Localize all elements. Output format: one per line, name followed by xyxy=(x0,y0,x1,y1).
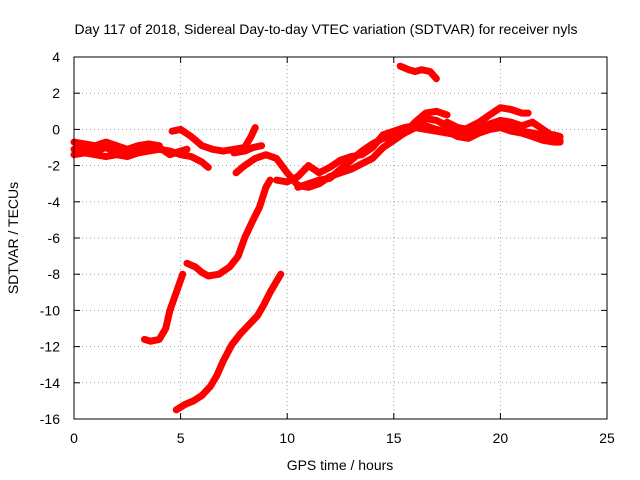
series-track-11 xyxy=(396,62,440,83)
y-axis-label: SDTVAR / TECUs xyxy=(5,182,21,294)
series-track-12 xyxy=(140,270,187,345)
series-track-10 xyxy=(443,118,564,141)
series-track-7 xyxy=(273,104,532,186)
y-tick-label: -8 xyxy=(48,266,61,282)
series-track-2 xyxy=(70,138,163,153)
series-track-14 xyxy=(172,270,285,414)
y-tick-label: -14 xyxy=(40,375,60,391)
series-track-13 xyxy=(183,176,274,280)
y-tick-label: -6 xyxy=(48,230,61,246)
y-tick-label: 0 xyxy=(52,121,60,137)
x-tick-label: 25 xyxy=(599,430,615,446)
x-tick-label: 5 xyxy=(177,430,185,446)
y-tick-label: -16 xyxy=(40,411,60,427)
x-tick-label: 10 xyxy=(279,430,295,446)
y-tick-label: -4 xyxy=(48,194,61,210)
x-tick-label: 20 xyxy=(493,430,509,446)
y-tick-label: -12 xyxy=(40,339,60,355)
x-tick-label: 15 xyxy=(386,430,402,446)
y-tick-label: 2 xyxy=(52,85,60,101)
series-track-5 xyxy=(230,142,266,157)
y-tick-label: -10 xyxy=(40,302,60,318)
series-track-4 xyxy=(168,124,259,155)
tick-layer xyxy=(73,56,608,420)
y-tick-label: -2 xyxy=(48,158,61,174)
series-track-3 xyxy=(70,145,212,171)
x-tick-label: 0 xyxy=(70,430,78,446)
series-track-9 xyxy=(401,122,564,146)
plot-frame xyxy=(73,56,608,420)
x-tick-labels: 0 5 10 15 20 25 xyxy=(70,430,615,446)
y-tick-labels: -16 -14 -12 -10 -8 -6 -4 -2 0 2 4 xyxy=(40,49,60,427)
data-series-layer xyxy=(70,62,564,414)
chart-title: Day 117 of 2018, Sidereal Day-to-day VTE… xyxy=(75,21,578,37)
x-axis-label: GPS time / hours xyxy=(287,457,394,473)
y-tick-label: 4 xyxy=(52,49,60,65)
